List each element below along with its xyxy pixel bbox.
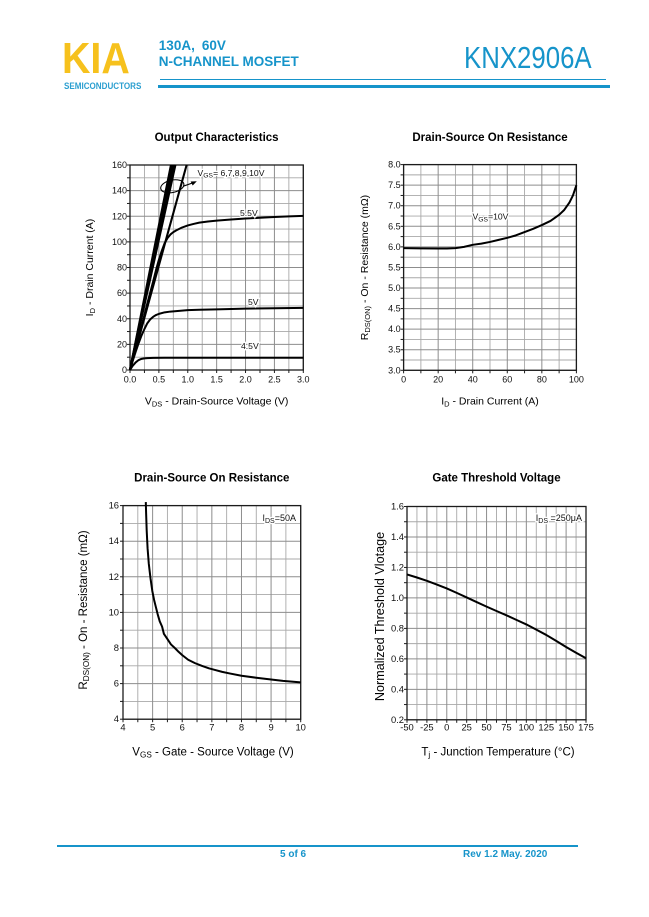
svg-text:Drain-Source On Resistance: Drain-Source On Resistance [134,473,289,485]
svg-text:0: 0 [444,722,449,733]
svg-text:ID - Drain Current (A): ID - Drain Current (A) [441,396,539,409]
svg-text:40: 40 [468,374,478,384]
svg-text:4: 4 [114,713,119,724]
svg-text:Drain-Source On Resistance: Drain-Source On Resistance [412,132,567,144]
svg-text:4.5V: 4.5V [241,341,259,351]
svg-text:20: 20 [433,374,443,384]
svg-text:1.0: 1.0 [391,592,404,603]
svg-text:20: 20 [117,339,127,349]
svg-text:VDS - Drain-Source Voltage (V): VDS - Drain-Source Voltage (V) [145,396,289,409]
svg-text:6.5: 6.5 [388,221,401,231]
svg-text:1.6: 1.6 [391,501,404,512]
svg-text:0.5: 0.5 [153,374,166,384]
svg-text:1.5: 1.5 [210,374,223,384]
svg-text:80: 80 [117,263,127,273]
svg-text:1.4: 1.4 [391,531,404,542]
svg-text:VGS=10V: VGS=10V [473,212,509,224]
svg-text:2.5: 2.5 [268,374,281,384]
svg-text:75: 75 [501,722,511,733]
svg-text:6: 6 [180,722,185,733]
svg-text:1.0: 1.0 [182,374,195,384]
svg-text:ID - Drain Current (A): ID - Drain Current (A) [84,219,97,317]
svg-text:Gate Threshold Voltage: Gate Threshold Voltage [432,473,560,485]
svg-text:0.8: 0.8 [391,622,404,633]
svg-text:6: 6 [114,678,119,689]
svg-text:Output Characteristics: Output Characteristics [155,132,279,144]
svg-text:3.0: 3.0 [388,365,401,375]
svg-text:100: 100 [112,237,127,247]
svg-text:7.0: 7.0 [388,201,401,211]
svg-text:50: 50 [481,722,491,733]
svg-text:0: 0 [122,365,127,375]
svg-text:6.0: 6.0 [388,242,401,252]
svg-text:IDS=50A: IDS=50A [262,513,296,525]
svg-text:-50: -50 [400,722,414,733]
svg-text:4: 4 [120,722,125,733]
svg-text:9: 9 [268,722,273,733]
svg-text:100: 100 [569,374,584,384]
svg-text:5V: 5V [248,297,259,307]
svg-text:Tj - Junction Temperature (°C): Tj - Junction Temperature (°C) [421,747,574,760]
svg-text:RDS(ON) - On - Resistance (mΩ): RDS(ON) - On - Resistance (mΩ) [359,195,372,340]
svg-text:25: 25 [461,722,471,733]
svg-text:RDS(ON) - On - Resistance (mΩ): RDS(ON) - On - Resistance (mΩ) [78,530,91,689]
svg-text:4.5: 4.5 [388,304,401,314]
svg-text:160: 160 [112,160,127,170]
svg-text:7: 7 [209,722,214,733]
svg-text:1.2: 1.2 [391,561,404,572]
svg-text:VGS - Gate - Source Voltage (V: VGS - Gate - Source Voltage (V) [132,747,294,760]
svg-text:60: 60 [502,374,512,384]
svg-text:40: 40 [117,314,127,324]
svg-text:8: 8 [114,642,119,653]
svg-text:5: 5 [150,722,155,733]
svg-text:150: 150 [558,722,574,733]
svg-text:8: 8 [239,722,244,733]
svg-text:125: 125 [538,722,554,733]
svg-text:0.2: 0.2 [391,714,404,725]
svg-text:0.0: 0.0 [124,374,137,384]
svg-text:5.5: 5.5 [388,262,401,272]
svg-text:140: 140 [112,186,127,196]
svg-text:120: 120 [112,211,127,221]
svg-text:10: 10 [295,722,305,733]
svg-text:VGS= 6,7,8,9,10V: VGS= 6,7,8,9,10V [198,168,265,180]
svg-text:0.6: 0.6 [391,653,404,664]
svg-text:16: 16 [109,500,119,511]
svg-text:175: 175 [578,722,594,733]
svg-text:0: 0 [401,374,406,384]
svg-text:4.0: 4.0 [388,324,401,334]
svg-text:12: 12 [109,571,119,582]
svg-text:60: 60 [117,288,127,298]
svg-text:2.0: 2.0 [239,374,252,384]
svg-text:3.5: 3.5 [388,345,401,355]
svg-text:5.0: 5.0 [388,283,401,293]
svg-text:7.5: 7.5 [388,180,401,190]
svg-text:10: 10 [109,606,119,617]
svg-text:5.5V: 5.5V [240,208,258,218]
svg-text:14: 14 [109,535,119,546]
svg-text:3.0: 3.0 [297,374,310,384]
svg-text:Normalized Threshold Vlotage: Normalized Threshold Vlotage [373,532,387,701]
svg-text:8.0: 8.0 [388,160,401,170]
svg-text:0.4: 0.4 [391,683,404,694]
svg-text:80: 80 [537,374,547,384]
svg-text:100: 100 [519,722,535,733]
svg-text:-25: -25 [420,722,434,733]
svg-text:IDS =250μA: IDS =250μA [536,513,582,525]
